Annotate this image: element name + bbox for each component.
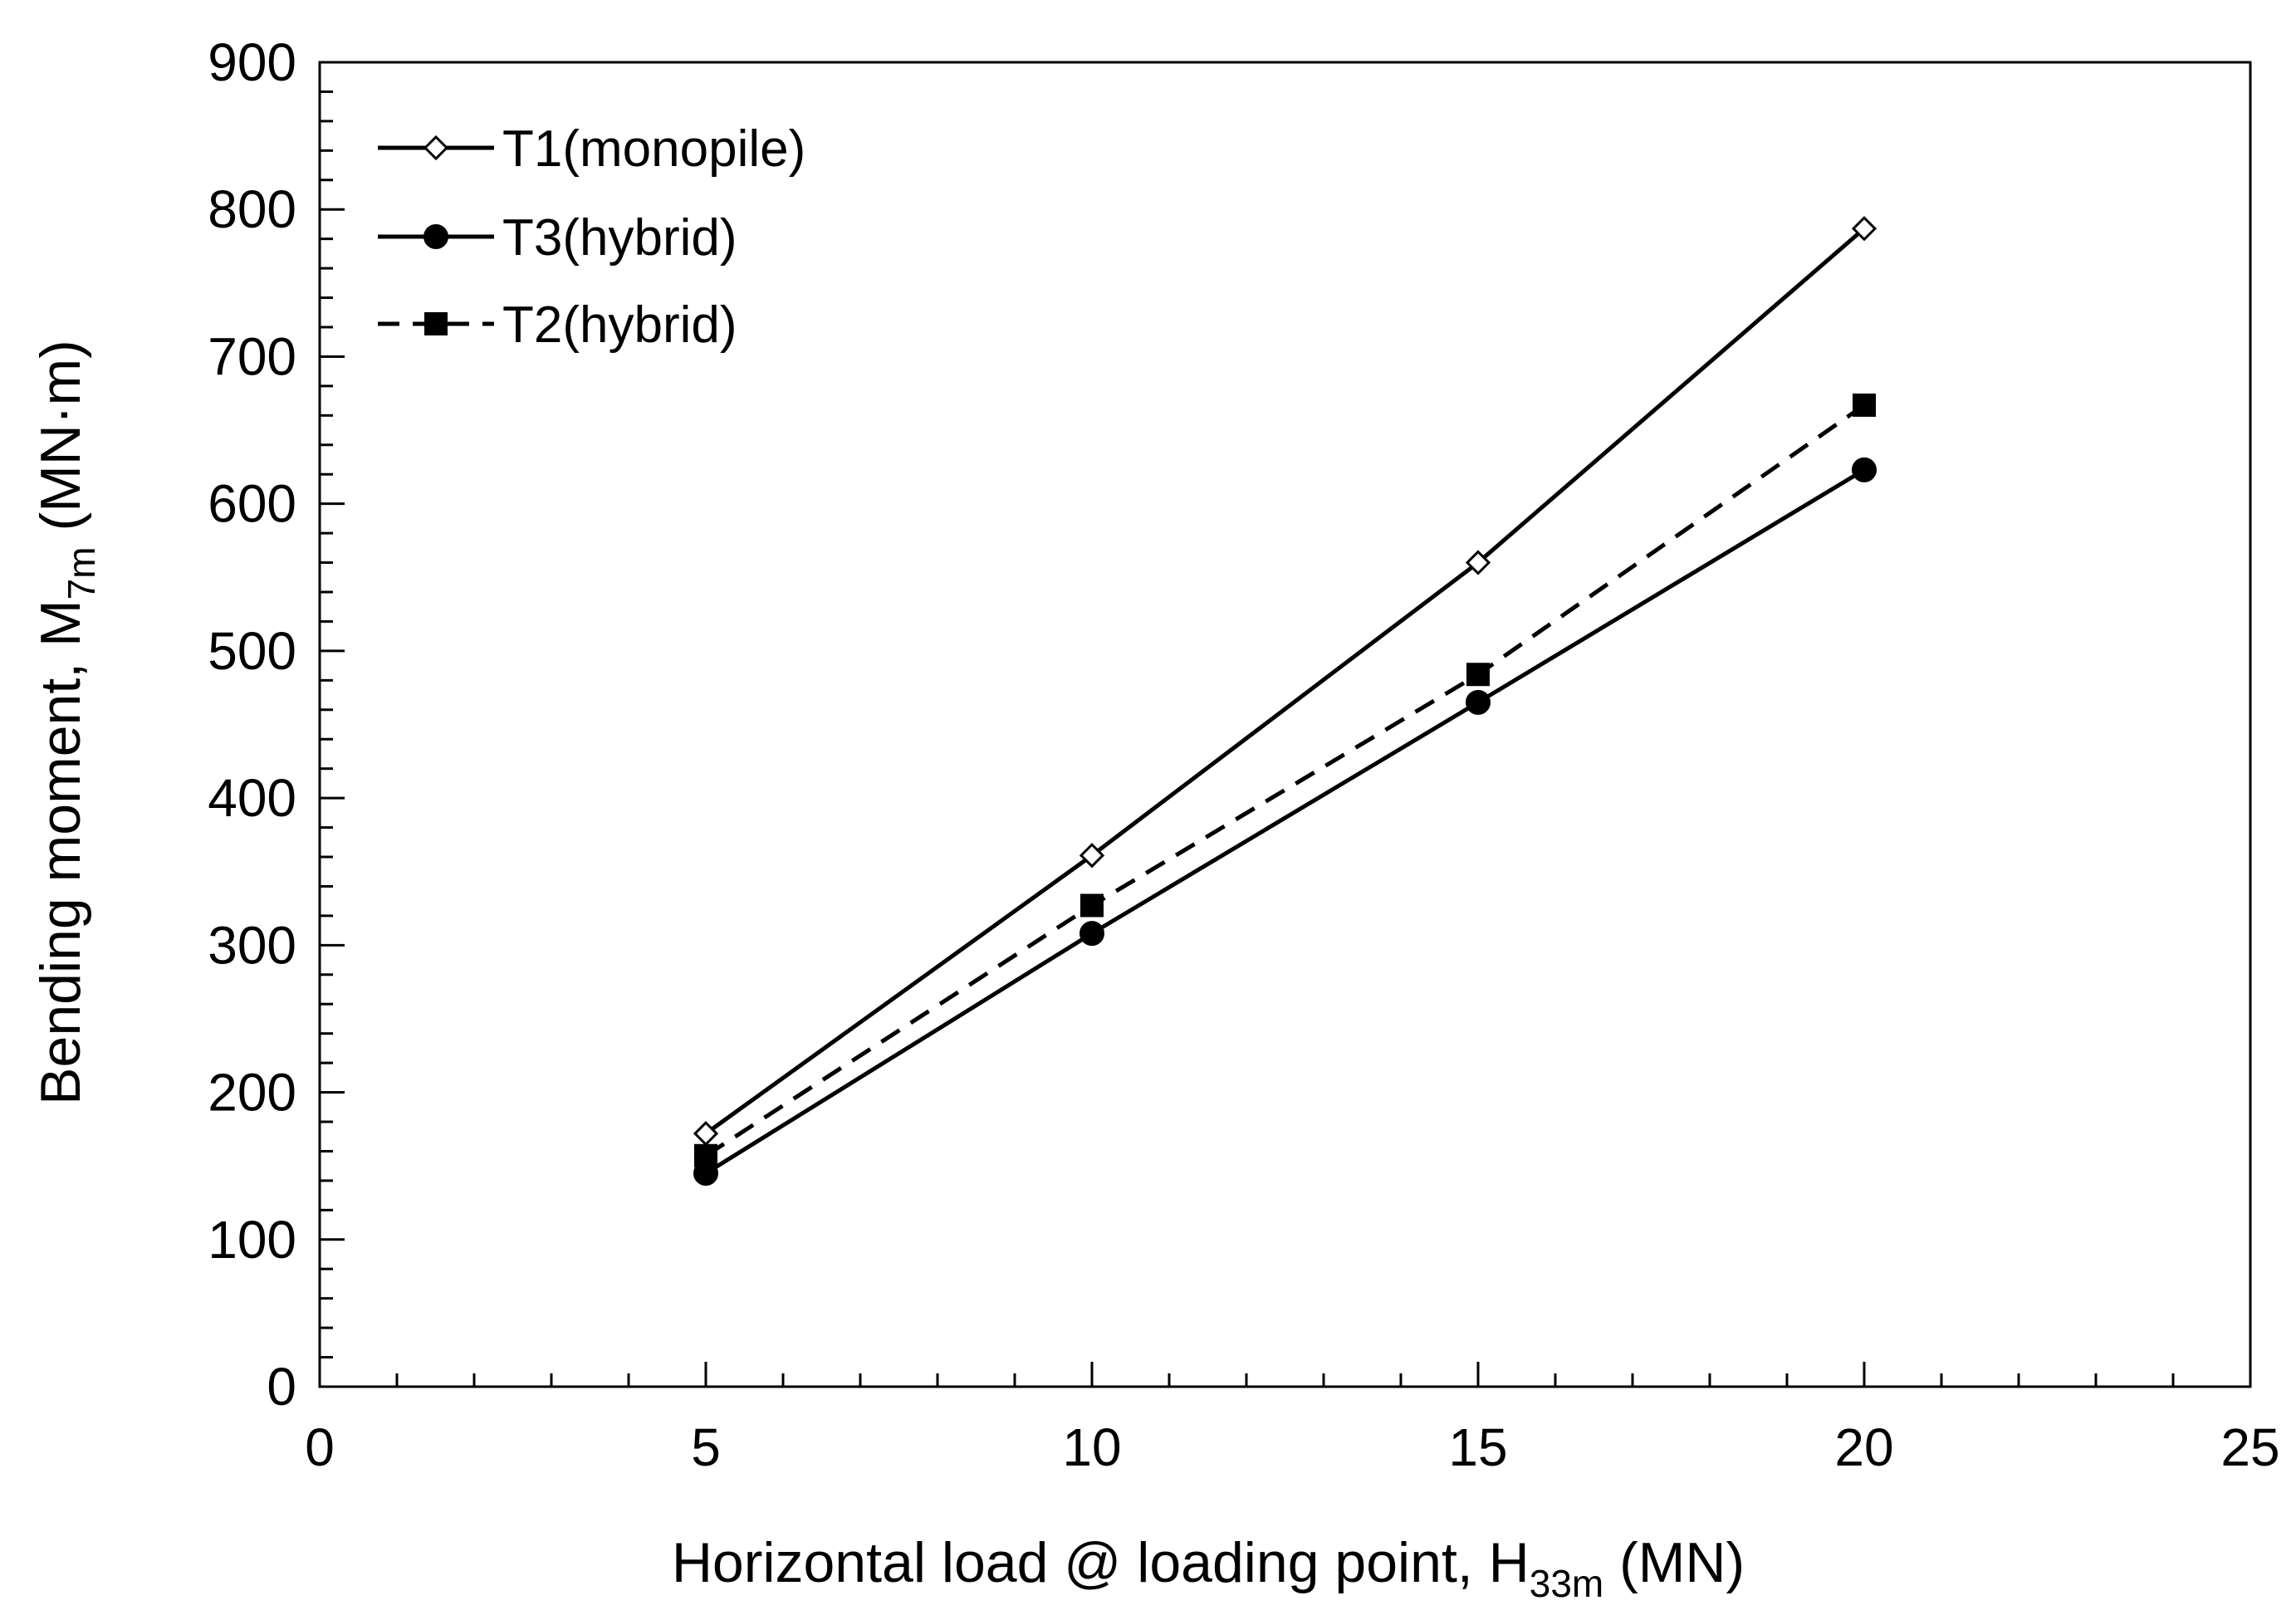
legend-item-t3-hybrid: T3(hybrid) <box>378 209 737 267</box>
x-tick-label: 25 <box>2220 1417 2279 1477</box>
y-tick-label: 200 <box>208 1063 296 1123</box>
y-axis-title-unit: (MN·m) <box>29 340 92 546</box>
legend-label: T2(hybrid) <box>502 296 737 354</box>
x-tick-label: 10 <box>1062 1417 1121 1477</box>
y-axis-title: Bending moment, M7m (MN·m) <box>29 340 103 1105</box>
x-tick-label: 0 <box>305 1417 335 1477</box>
y-tick-label: 100 <box>208 1210 296 1270</box>
axes: 0 5 10 15 20 25 0 100 200 300 400 500 600 700 800 900 <box>208 32 2279 1477</box>
data-point <box>694 1143 717 1167</box>
y-tick-label: 900 <box>208 32 296 92</box>
legend-marker <box>423 135 449 161</box>
series-line <box>704 227 1866 1136</box>
data-point <box>1079 921 1104 947</box>
x-tick-label: 5 <box>691 1417 721 1477</box>
y-tick-label: 400 <box>208 768 296 828</box>
data-point <box>1080 893 1104 918</box>
y-tick-label: 0 <box>267 1357 296 1417</box>
legend-item-t1-monopile: T1(monopile) <box>378 120 805 178</box>
legend-item-t2-hybrid: T2(hybrid) <box>378 296 737 354</box>
data-point <box>1079 843 1105 869</box>
series-t2-hybrid <box>694 393 1876 1167</box>
series-line <box>704 403 1866 1157</box>
y-axis-title-main: Bending moment, M <box>29 600 92 1105</box>
data-point <box>1466 663 1490 687</box>
x-axis-title-main: Horizontal load @ loading point, H <box>672 1531 1530 1594</box>
data-point <box>1465 550 1491 575</box>
data-point <box>1853 393 1876 417</box>
y-tick-label: 300 <box>208 915 296 975</box>
y-tick-label: 500 <box>208 621 296 681</box>
legend-marker <box>423 224 448 249</box>
data-point <box>1851 216 1877 242</box>
series-layer <box>693 216 1877 1187</box>
x-tick-label: 20 <box>1834 1417 1893 1477</box>
plot-area-frame <box>318 61 2252 1388</box>
series-t1-monopile <box>693 216 1877 1147</box>
x-axis-title-subscript: 33m <box>1530 1562 1603 1605</box>
legend-marker <box>424 312 448 335</box>
data-point <box>1852 457 1877 482</box>
x-axis-title: Horizontal load @ loading point, H33m (M… <box>672 1531 1745 1605</box>
y-tick-label: 800 <box>208 179 296 239</box>
x-axis-title-unit: (MN) <box>1603 1531 1745 1594</box>
data-point <box>1466 689 1491 715</box>
y-tick-label: 700 <box>208 326 296 386</box>
legend-label: T1(monopile) <box>502 120 805 178</box>
y-tick-label: 600 <box>208 474 296 534</box>
series-t3-hybrid <box>693 457 1877 1187</box>
legend-label: T3(hybrid) <box>502 209 737 267</box>
series-line <box>704 467 1866 1176</box>
x-tick-label: 15 <box>1448 1417 1507 1477</box>
y-axis-title-subscript: 7m <box>60 546 103 600</box>
legend: T1(monopile) T3(hybrid) T2(hybrid) <box>378 120 805 354</box>
